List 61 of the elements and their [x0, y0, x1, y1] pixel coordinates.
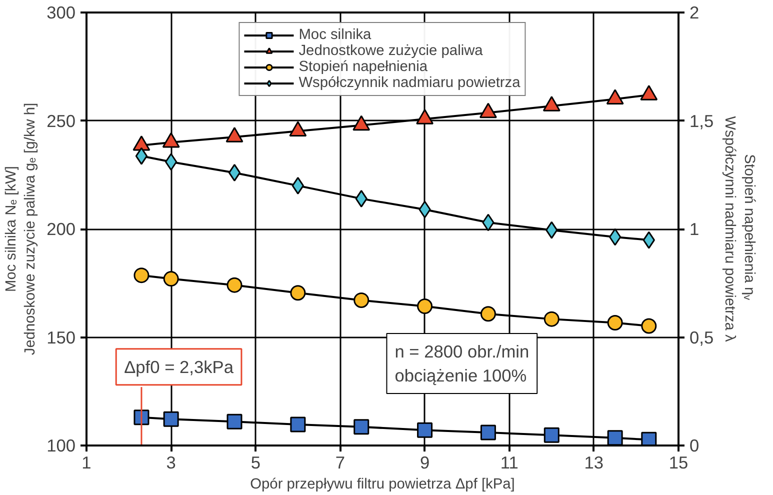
x-tick-label: 5: [250, 452, 260, 472]
x-tick-label: 9: [420, 452, 430, 472]
annotation: n = 2800 obr./min obciążenie 100%: [394, 342, 530, 386]
point: [226, 414, 242, 430]
point: [226, 127, 244, 142]
y2-tick-label: 1,5: [690, 110, 714, 131]
point: [641, 432, 657, 446]
point: [640, 85, 658, 100]
point: [162, 132, 180, 148]
point: [480, 306, 496, 322]
legend-label: Jednostkowe zużycie paliwa: [298, 43, 483, 59]
x-axis-title: Opór przepływu filtru powietrza Δpf [kPa]: [250, 476, 515, 492]
point: [290, 285, 306, 301]
point: [134, 268, 150, 284]
point: [641, 318, 657, 334]
point: [607, 430, 623, 446]
y-tick-label: 150: [46, 327, 76, 348]
legend-label: Współczynnik nadmiaru powietrza: [298, 75, 520, 91]
y-tick-label: 300: [46, 2, 76, 22]
point: [606, 89, 624, 104]
y-axis-title: Moc silnika Nₑ [kW] Jednoskowe zuzycie paliwa gₑ [g/kw h]: [3, 102, 39, 356]
point: [416, 109, 434, 124]
x-tick-label: 15: [668, 452, 688, 472]
y2-axis-title: Stopień napełnienia ηᵥ Współczynni nadmiaru powietrza λ: [722, 116, 757, 342]
x-tick-label: 7: [335, 452, 346, 472]
point: [607, 315, 623, 330]
point: [417, 298, 433, 314]
point: [228, 164, 241, 182]
point: [289, 121, 307, 137]
point: [608, 228, 622, 246]
x-tick-label: 1: [82, 452, 92, 472]
point: [135, 147, 148, 165]
point: [163, 411, 179, 427]
y-tick-label: 100: [46, 436, 76, 456]
x-tick-label: 3: [166, 452, 176, 472]
y2-tick-label: 0,5: [690, 327, 714, 348]
y-tick-label: 200: [46, 219, 76, 239]
point: [292, 176, 304, 194]
point: [226, 277, 242, 293]
point: [417, 422, 433, 438]
point: [290, 416, 306, 432]
point: [163, 271, 179, 287]
y-tick-label: 250: [46, 110, 76, 131]
x-tick-label: 11: [500, 452, 518, 472]
point: [354, 292, 370, 308]
point: [352, 115, 370, 131]
point: [544, 427, 560, 443]
point: [479, 102, 497, 118]
point: [480, 424, 496, 440]
ref-line-label: Δpf0 = 2,3kPa: [124, 356, 234, 377]
point: [354, 419, 370, 435]
y2-tick-label: 2: [690, 2, 700, 22]
point: [132, 135, 150, 151]
point: [542, 96, 560, 112]
point: [164, 153, 178, 171]
point: [544, 311, 560, 327]
y2-tick-label: 1: [690, 219, 700, 239]
x-tick-label: 13: [584, 452, 604, 472]
legend-label: Stopień napełnienia: [298, 59, 428, 75]
legend-label: Moc silnika: [298, 27, 372, 43]
y2-tick-label: 0: [690, 436, 700, 456]
